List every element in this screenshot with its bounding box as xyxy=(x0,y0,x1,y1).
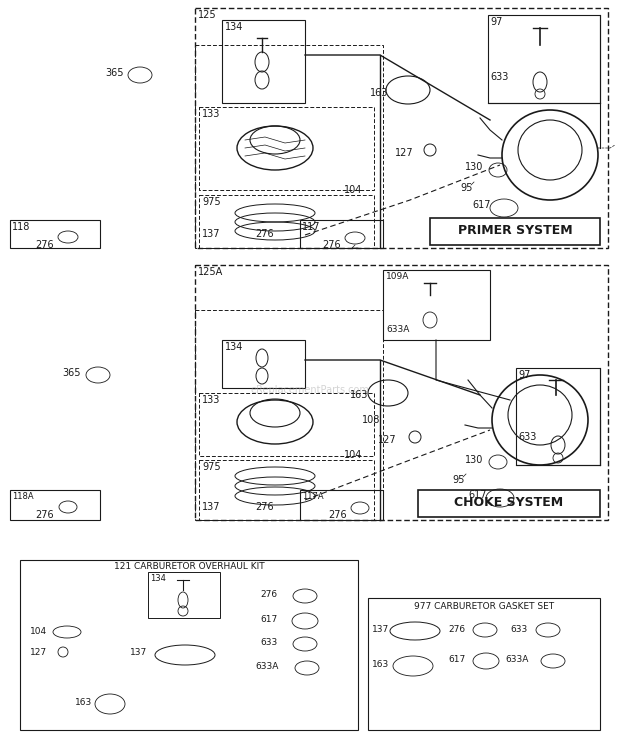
Text: 118A: 118A xyxy=(12,492,33,501)
Text: 137: 137 xyxy=(202,502,221,512)
Text: 127: 127 xyxy=(378,435,397,445)
Text: 130: 130 xyxy=(465,455,484,465)
Text: 134: 134 xyxy=(225,22,244,32)
Text: 276: 276 xyxy=(322,240,340,250)
Text: 276: 276 xyxy=(255,229,273,239)
Text: 118: 118 xyxy=(12,222,30,232)
Text: 365: 365 xyxy=(62,368,81,378)
Text: 163: 163 xyxy=(372,660,389,669)
Text: 276: 276 xyxy=(260,590,277,599)
Text: 104: 104 xyxy=(343,450,362,460)
Text: 117: 117 xyxy=(302,222,321,232)
Text: 977 CARBURETOR GASKET SET: 977 CARBURETOR GASKET SET xyxy=(414,602,554,611)
Text: 104: 104 xyxy=(30,627,47,636)
Text: 617: 617 xyxy=(448,655,465,664)
Text: 127: 127 xyxy=(30,648,47,657)
Text: 125: 125 xyxy=(198,10,216,20)
Text: 127: 127 xyxy=(395,148,414,158)
Text: 95: 95 xyxy=(460,183,472,193)
Text: 617: 617 xyxy=(472,200,490,210)
Text: 276: 276 xyxy=(35,510,53,520)
Text: 633: 633 xyxy=(490,72,508,82)
Text: 137: 137 xyxy=(372,625,389,634)
Text: 104: 104 xyxy=(343,185,362,195)
Text: 617: 617 xyxy=(260,615,277,624)
Text: 134: 134 xyxy=(150,574,166,583)
Text: 633: 633 xyxy=(260,638,277,647)
Text: 633: 633 xyxy=(518,432,536,442)
Text: 633A: 633A xyxy=(255,662,278,671)
Text: 97: 97 xyxy=(518,370,530,380)
Text: 134: 134 xyxy=(225,342,244,352)
Text: CHOKE SYSTEM: CHOKE SYSTEM xyxy=(454,496,564,510)
Text: 109A: 109A xyxy=(386,272,409,281)
Text: 133: 133 xyxy=(202,395,220,405)
Text: 633A: 633A xyxy=(386,325,409,334)
Text: 163: 163 xyxy=(75,698,92,707)
Text: 117A: 117A xyxy=(302,492,324,501)
Text: 125A: 125A xyxy=(198,267,223,277)
Text: 137: 137 xyxy=(130,648,148,657)
Text: 130: 130 xyxy=(465,162,484,172)
Text: 617: 617 xyxy=(468,490,487,500)
Text: 633A: 633A xyxy=(505,655,528,664)
Text: 276: 276 xyxy=(35,240,53,250)
Text: 163: 163 xyxy=(370,88,388,98)
Text: 975: 975 xyxy=(202,462,221,472)
Text: 276: 276 xyxy=(328,510,347,520)
Text: eReplacementParts.com: eReplacementParts.com xyxy=(250,385,370,395)
Text: 276: 276 xyxy=(255,502,273,512)
Text: 121 CARBURETOR OVERHAUL KIT: 121 CARBURETOR OVERHAUL KIT xyxy=(113,562,264,571)
Text: 97: 97 xyxy=(490,17,502,27)
Text: 95: 95 xyxy=(452,475,464,485)
Text: PRIMER SYSTEM: PRIMER SYSTEM xyxy=(458,225,572,237)
Text: 633: 633 xyxy=(510,625,527,634)
Text: 975: 975 xyxy=(202,197,221,207)
Text: 365: 365 xyxy=(105,68,123,78)
Text: 163: 163 xyxy=(350,390,368,400)
Text: 276: 276 xyxy=(448,625,465,634)
Text: 108: 108 xyxy=(362,415,381,425)
Text: 137: 137 xyxy=(202,229,221,239)
Text: 133: 133 xyxy=(202,109,220,119)
